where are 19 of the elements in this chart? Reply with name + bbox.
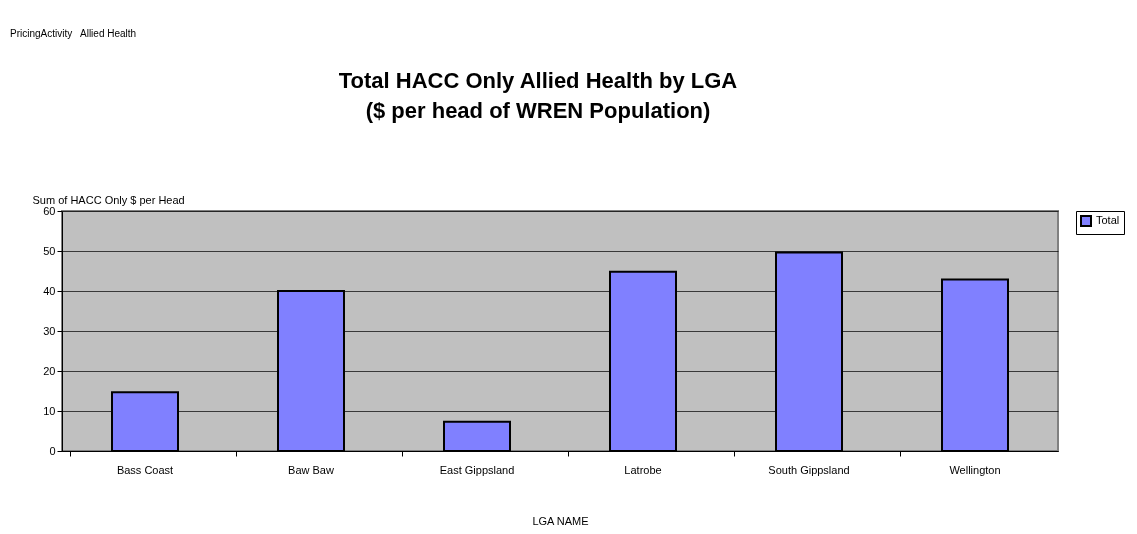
y-axis-title: Sum of HACC Only $ per Head (32, 193, 185, 206)
x-tick-label: Bass Coast (116, 463, 174, 476)
x-tick-label: South Gippsland (768, 463, 850, 476)
y-tick-label: 20 (43, 364, 56, 377)
y-tick-label: 50 (43, 244, 56, 257)
text: Allied Health (80, 28, 137, 39)
x-tick-label: Latrobe (624, 463, 662, 476)
y-tick-label: 30 (43, 324, 56, 337)
text: PricingActivity (10, 28, 73, 39)
y-tick-label: 60 (43, 204, 56, 217)
x-tick-label: East Gippsland (439, 463, 515, 476)
y-tick-label: 40 (43, 284, 56, 297)
chart-title: Total HACC Only Allied Health by LGA ($ per head of WREN Population) (338, 68, 738, 123)
x-tick-label: Wellington (949, 463, 1001, 476)
y-tick-label: 0 (49, 444, 56, 457)
x-axis-title: LGA NAME (532, 514, 589, 527)
x-tick-label: Baw Baw (288, 463, 334, 476)
y-tick-label: 10 (43, 404, 56, 417)
legend-label: Total (1096, 214, 1120, 226)
